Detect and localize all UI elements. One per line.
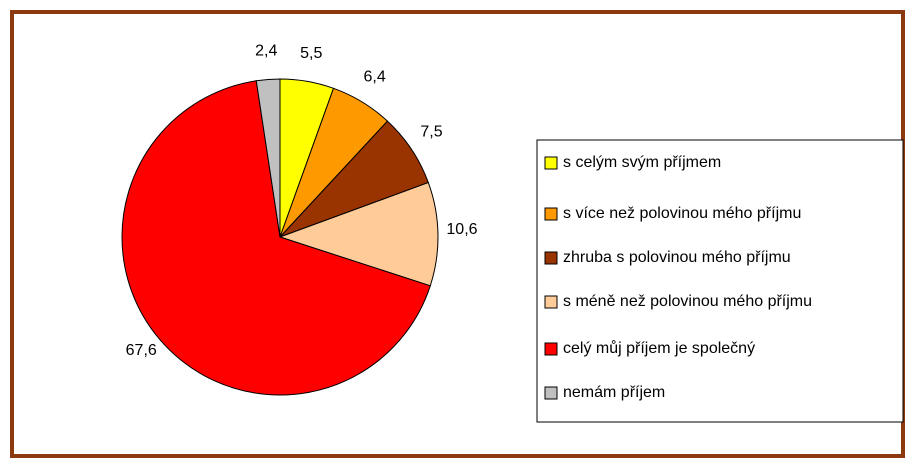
legend-label: s méně než polovinou mého příjmu xyxy=(563,293,812,310)
legend-box xyxy=(536,139,904,423)
pie-slice xyxy=(255,78,281,238)
data-label: 2,4 xyxy=(255,43,277,60)
legend-swatch xyxy=(544,386,558,400)
legend-label: s celým svým příjmem xyxy=(563,154,721,171)
data-label: 7,5 xyxy=(420,123,442,140)
legend-swatch xyxy=(544,207,558,221)
legend-swatch xyxy=(544,342,558,356)
legend-label: nemám příjem xyxy=(563,384,665,401)
data-label: 10,6 xyxy=(446,221,477,238)
legend-swatch xyxy=(544,251,558,265)
data-label: 5,5 xyxy=(300,45,322,62)
data-label: 67,6 xyxy=(126,342,157,359)
legend-label: zhruba s polovinou mého příjmu xyxy=(563,249,791,266)
legend-swatch xyxy=(544,156,558,170)
data-label: 6,4 xyxy=(363,69,385,86)
legend-label: celý můj příjem je společný xyxy=(563,339,755,357)
pie-slice xyxy=(278,181,439,287)
pie-slice xyxy=(121,80,431,396)
legend-swatch xyxy=(544,295,558,309)
legend-label: s více než polovinou mého příjmu xyxy=(563,205,801,222)
